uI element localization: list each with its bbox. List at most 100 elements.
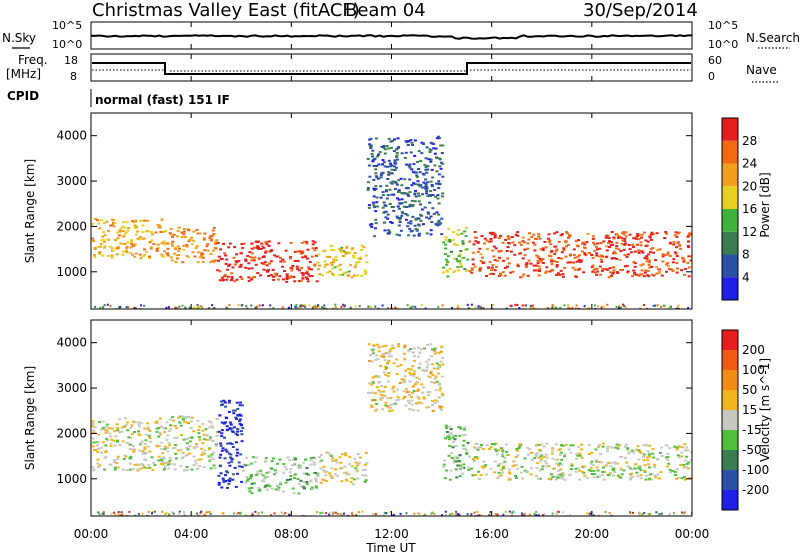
heatmap-cell — [434, 375, 438, 378]
heatmap-cell — [618, 259, 622, 262]
heatmap-cell — [401, 397, 405, 400]
heatmap-cell — [314, 472, 318, 475]
heatmap-cell — [411, 351, 415, 354]
heatmap-cell — [516, 231, 520, 234]
heatmap-cell — [376, 343, 379, 346]
heatmap-cell — [451, 436, 455, 439]
heatmap-cell — [483, 465, 487, 468]
heatmap-cell — [364, 451, 368, 454]
heatmap-cell — [485, 444, 489, 447]
heatmap-cell — [255, 456, 259, 459]
heatmap-cell — [391, 180, 395, 183]
heatmap-cell — [247, 279, 251, 282]
heatmap-cell — [414, 305, 417, 308]
heatmap-cell — [222, 479, 226, 482]
heatmap-cell — [161, 461, 165, 463]
heatmap-cell — [143, 248, 146, 251]
heatmap-cell — [470, 303, 473, 306]
heatmap-cell — [345, 245, 349, 248]
heatmap-cell — [295, 304, 298, 306]
heatmap-cell — [230, 427, 234, 430]
heatmap-cell — [551, 306, 554, 309]
heatmap-cell — [470, 268, 474, 271]
heatmap-cell — [149, 246, 153, 249]
heatmap-cell — [413, 512, 416, 515]
heatmap-cell — [230, 460, 234, 463]
heatmap-cell — [549, 251, 553, 254]
heatmap-cell — [435, 380, 439, 383]
heatmap-cell — [279, 260, 283, 263]
heatmap-cell — [572, 253, 576, 256]
heatmap-cell — [413, 193, 417, 196]
heatmap-cell — [230, 443, 234, 445]
heatmap-cell — [511, 465, 515, 468]
heatmap-cell — [424, 184, 428, 187]
heatmap-cell — [302, 461, 306, 464]
heatmap-cell — [330, 454, 333, 457]
heatmap-cell — [514, 233, 518, 236]
heatmap-cell — [398, 202, 402, 205]
heatmap-cell — [231, 446, 235, 448]
heatmap-cell — [444, 238, 448, 241]
heatmap-cell — [332, 261, 335, 264]
date-label: 30/Sep/2014 — [583, 0, 698, 21]
heatmap-cell — [438, 223, 442, 226]
heatmap-cell — [418, 171, 422, 174]
heatmap-cell — [375, 201, 379, 204]
heatmap-cell — [530, 459, 534, 461]
heatmap-cell — [532, 233, 536, 236]
heatmap-cell — [301, 277, 305, 280]
heatmap-cell — [526, 247, 530, 250]
nave-tick-low: 0 — [708, 70, 715, 83]
heatmap-cell — [620, 242, 624, 245]
heatmap-cell — [122, 221, 126, 224]
heatmap-cell — [101, 426, 105, 429]
heatmap-cell — [452, 459, 456, 462]
heatmap-cell — [258, 488, 262, 491]
heatmap-cell — [410, 184, 414, 187]
heatmap-cell — [662, 304, 665, 307]
heatmap-cell — [92, 441, 96, 444]
heatmap-cell — [156, 223, 160, 226]
heatmap-cell — [416, 160, 419, 163]
heatmap-cell — [125, 251, 129, 254]
heatmap-cell — [105, 437, 109, 440]
heatmap-cell — [351, 247, 355, 250]
heatmap-cell — [395, 156, 398, 158]
heatmap-cell — [130, 240, 134, 243]
heatmap-cell — [365, 261, 369, 264]
heatmap-cell — [571, 261, 575, 264]
heatmap-cell — [523, 512, 526, 515]
heatmap-cell — [218, 464, 222, 467]
heatmap-cell — [324, 512, 327, 515]
heatmap-cell — [377, 350, 381, 353]
heatmap-cell — [292, 492, 296, 495]
heatmap-cell — [302, 272, 306, 275]
heatmap-cell — [383, 386, 387, 388]
heatmap-cell — [335, 461, 339, 464]
heatmap-cell — [509, 512, 512, 515]
heatmap-cell — [325, 480, 329, 482]
heatmap-cell — [133, 463, 137, 466]
heatmap-cell — [316, 475, 320, 478]
heatmap-cell — [239, 263, 243, 266]
heatmap-cell — [496, 513, 499, 516]
heatmap-cell — [605, 249, 609, 252]
heatmap-cell — [299, 465, 303, 468]
heatmap-cell — [246, 516, 248, 518]
heatmap-cell — [614, 446, 618, 449]
heatmap-cell — [321, 478, 325, 481]
heatmap-cell — [415, 228, 419, 231]
heatmap-cell — [453, 438, 457, 441]
heatmap-cell — [675, 262, 679, 265]
heatmap-cell — [551, 476, 555, 478]
heatmap-cell — [411, 205, 415, 208]
heatmap-cell — [133, 421, 137, 424]
heatmap-cell — [290, 267, 294, 270]
heatmap-cell — [176, 307, 179, 309]
heatmap-cell — [181, 304, 184, 307]
heatmap-cell — [375, 386, 379, 389]
heatmap-cell — [162, 255, 166, 258]
heatmap-cell — [335, 307, 338, 309]
heatmap-cell — [222, 243, 225, 245]
